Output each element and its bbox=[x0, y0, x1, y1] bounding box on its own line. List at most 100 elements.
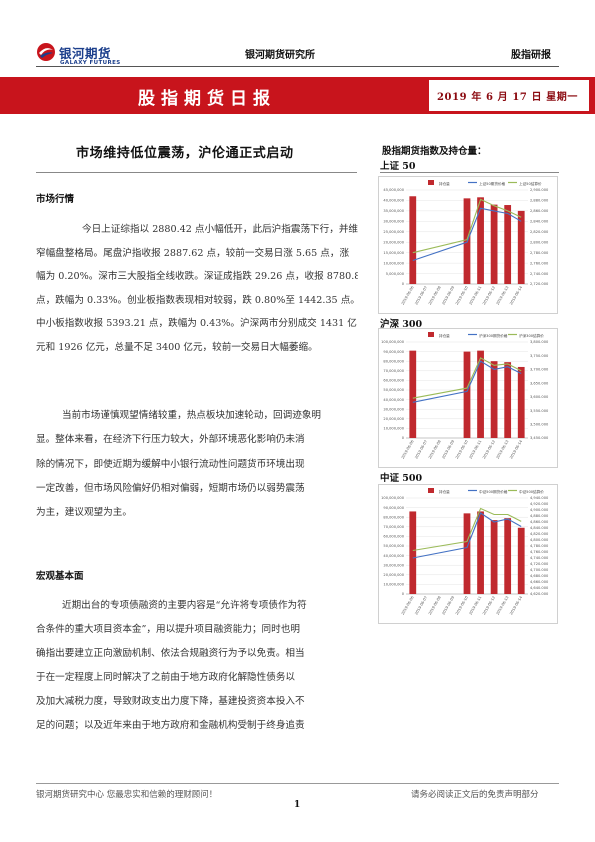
y-tick-left: 0 bbox=[402, 282, 405, 286]
y-tick-right: 4,780.000 bbox=[530, 544, 549, 548]
y-tick-right: 4,900.000 bbox=[530, 508, 549, 512]
y-tick-left: 20,000,000 bbox=[383, 240, 404, 244]
bar-open-interest bbox=[517, 527, 525, 594]
bar-open-interest bbox=[477, 197, 484, 284]
legend-label: 中证500结算价 bbox=[519, 489, 544, 494]
y-tick-right: 3,800.000 bbox=[530, 340, 549, 344]
y-tick-left: 45,000,000 bbox=[383, 188, 404, 192]
y-tick-right: 4,840.000 bbox=[530, 526, 549, 530]
chart-label-hs300: 沪深 300 bbox=[380, 319, 423, 330]
legend-label: 持仓量 bbox=[439, 333, 450, 338]
report-date: 2019 年 6 月 17 日 星期一 bbox=[437, 92, 578, 103]
report-category: 股指研报 bbox=[511, 50, 551, 61]
text-line: 中小板指数收报 5393.21 点，跌幅为 0.43%。沪深两市分别成交 143… bbox=[36, 318, 357, 330]
text-line: 合条件的重大项目资本金”，用以提升项目融资能力；同时也明 bbox=[36, 624, 300, 636]
y-tick-left: 90,000,000 bbox=[383, 506, 404, 510]
y-tick-right: 2,860.000 bbox=[530, 209, 549, 213]
sidebar-divider bbox=[380, 172, 559, 173]
chart-label-sz50: 上证 50 bbox=[380, 161, 416, 172]
y-tick-left: 80,000,000 bbox=[383, 359, 404, 363]
y-tick-right: 2,820.000 bbox=[530, 230, 549, 234]
legend-swatch bbox=[428, 180, 434, 185]
y-tick-left: 70,000,000 bbox=[383, 369, 404, 373]
y-tick-right: 2,880.000 bbox=[530, 199, 549, 203]
y-tick-right: 4,740.000 bbox=[530, 556, 549, 560]
legend-swatch bbox=[428, 488, 434, 493]
y-tick-left: 20,000,000 bbox=[383, 573, 404, 577]
y-tick-right: 4,920.000 bbox=[530, 502, 549, 506]
y-tick-right: 4,860.000 bbox=[530, 520, 549, 524]
text-line: 一定改善，但市场风险偏好仍相对偏弱，短期市场仍以弱势震荡 bbox=[36, 482, 305, 494]
legend-label: 沪深300结算价 bbox=[519, 333, 544, 338]
text-line: 窄幅盘整格局。尾盘沪指收报 2887.62 点，较前一交易日涨 5.65 点，涨 bbox=[36, 247, 350, 259]
y-tick-right: 4,640.000 bbox=[530, 586, 549, 590]
bar-open-interest bbox=[490, 520, 498, 594]
y-tick-right: 4,680.000 bbox=[530, 574, 549, 578]
bar-open-interest bbox=[463, 351, 471, 438]
text-line: 点，跌幅为 0.33%。创业板指数表现相对较弱，跌 0.80%至 1442.35… bbox=[36, 294, 358, 306]
text-line: 为主，建议观望为主。 bbox=[36, 507, 132, 519]
text-line: 元和 1926 亿元，总量不足 3400 亿元，较前一交易日大幅萎缩。 bbox=[36, 341, 318, 353]
series-line bbox=[412, 360, 522, 403]
y-tick-left: 0 bbox=[402, 592, 405, 596]
legend-label: 上证50期货价格 bbox=[479, 181, 506, 186]
y-tick-right: 4,720.000 bbox=[530, 562, 549, 566]
chart-hs300: 持仓量 沪深300期货价格 沪深300结算价 100,000,000 90,000,00… bbox=[378, 328, 558, 468]
text-line: 除的情况下，即使近期为缓解中小银行流动性问题货币环境出现 bbox=[36, 458, 305, 470]
footer-disclaimer: 请务必阅读正文后的免责声明部分 bbox=[411, 790, 539, 800]
y-tick-right: 4,820.000 bbox=[530, 532, 549, 536]
y-tick-right: 4,880.000 bbox=[530, 514, 549, 518]
bar-open-interest bbox=[504, 362, 512, 438]
section-heading-market: 市场行情 bbox=[36, 194, 75, 205]
y-tick-left: 0 bbox=[402, 436, 405, 440]
text-line: 于在一定程度上同时解决了之前由于地方政府化解隐性债务以 bbox=[36, 672, 296, 684]
y-tick-right: 4,800.000 bbox=[530, 538, 549, 542]
y-tick-left: 100,000,000 bbox=[381, 496, 405, 500]
y-tick-right: 2,900.000 bbox=[530, 188, 549, 192]
paragraph-macro: 近期出台的专项债融资的主要内容是“允许将专项债作为符 合条件的重大项目资本金”，… bbox=[36, 594, 358, 739]
y-tick-right: 2,780.000 bbox=[530, 251, 549, 255]
report-title: 股指期货日报 bbox=[138, 89, 276, 109]
y-tick-left: 30,000,000 bbox=[383, 220, 404, 224]
text-line: 当前市场谨慎观望情绪较重，热点板块加速轮动，回调迹象明 bbox=[62, 410, 322, 421]
bar-open-interest bbox=[477, 350, 484, 438]
legend-label: 持仓量 bbox=[439, 489, 450, 494]
text-line: 今日上证综指以 2880.42 点小幅低开，此后沪指震荡下行，并维持 bbox=[82, 224, 358, 235]
y-tick-right: 3,550.000 bbox=[530, 409, 549, 413]
y-tick-left: 60,000,000 bbox=[383, 379, 404, 383]
text-line: 幅为 0.20%。深市三大股指全线收跌。深证成指跌 29.26 点，收报 878… bbox=[36, 271, 358, 283]
logo-subtext: GALAXY FUTURES bbox=[60, 60, 121, 66]
text-line: 近期出台的专项债融资的主要内容是“允许将专项债作为符 bbox=[62, 600, 307, 611]
y-tick-right: 3,450.000 bbox=[530, 436, 549, 440]
y-tick-right: 4,700.000 bbox=[530, 568, 549, 572]
y-tick-right: 2,760.000 bbox=[530, 261, 549, 265]
y-tick-left: 40,000,000 bbox=[383, 199, 404, 203]
logo-text: 银河期货 bbox=[59, 46, 112, 61]
series-line bbox=[412, 198, 522, 254]
legend-swatch bbox=[428, 332, 434, 337]
y-tick-right: 3,700.000 bbox=[530, 368, 549, 372]
chart-sz50: 持仓量 上证50期货价格 上证50结算价 45,000,000 40,000,000 35… bbox=[378, 176, 558, 314]
bar-open-interest bbox=[504, 205, 512, 284]
galaxy-logo-icon bbox=[36, 42, 56, 62]
y-tick-right: 2,720.000 bbox=[530, 282, 549, 286]
series-line bbox=[412, 357, 522, 399]
article-title-divider bbox=[36, 172, 357, 173]
series-line bbox=[412, 507, 522, 552]
bar-open-interest bbox=[409, 350, 417, 438]
bar-open-interest bbox=[477, 511, 484, 594]
bar-open-interest bbox=[517, 210, 525, 284]
page-number: 1 bbox=[294, 800, 301, 810]
bar-open-interest bbox=[409, 511, 417, 594]
chart-zz500: 持仓量 中证500期货价格 中证500结算价 100,000,000 90,000,00… bbox=[378, 484, 558, 624]
y-tick-left: 10,000,000 bbox=[383, 427, 404, 431]
footer-tagline: 银河期货研究中心 您最忠实和信赖的理财顾问！ bbox=[36, 790, 218, 800]
y-tick-right: 2,840.000 bbox=[530, 220, 549, 224]
bar-open-interest bbox=[490, 361, 498, 438]
paragraph-market-2: 当前市场谨慎观望情绪较重，热点板块加速轮动，回调迹象明 显。整体来看，在经济下行… bbox=[36, 404, 358, 525]
y-tick-right: 4,660.000 bbox=[530, 580, 549, 584]
y-tick-left: 50,000,000 bbox=[383, 388, 404, 392]
y-tick-left: 10,000,000 bbox=[383, 583, 404, 587]
text-line: 显。整体来看，在经济下行压力较大，外部环境恶化影响仍未消 bbox=[36, 434, 305, 446]
legend-label: 中证500期货价格 bbox=[479, 489, 508, 494]
